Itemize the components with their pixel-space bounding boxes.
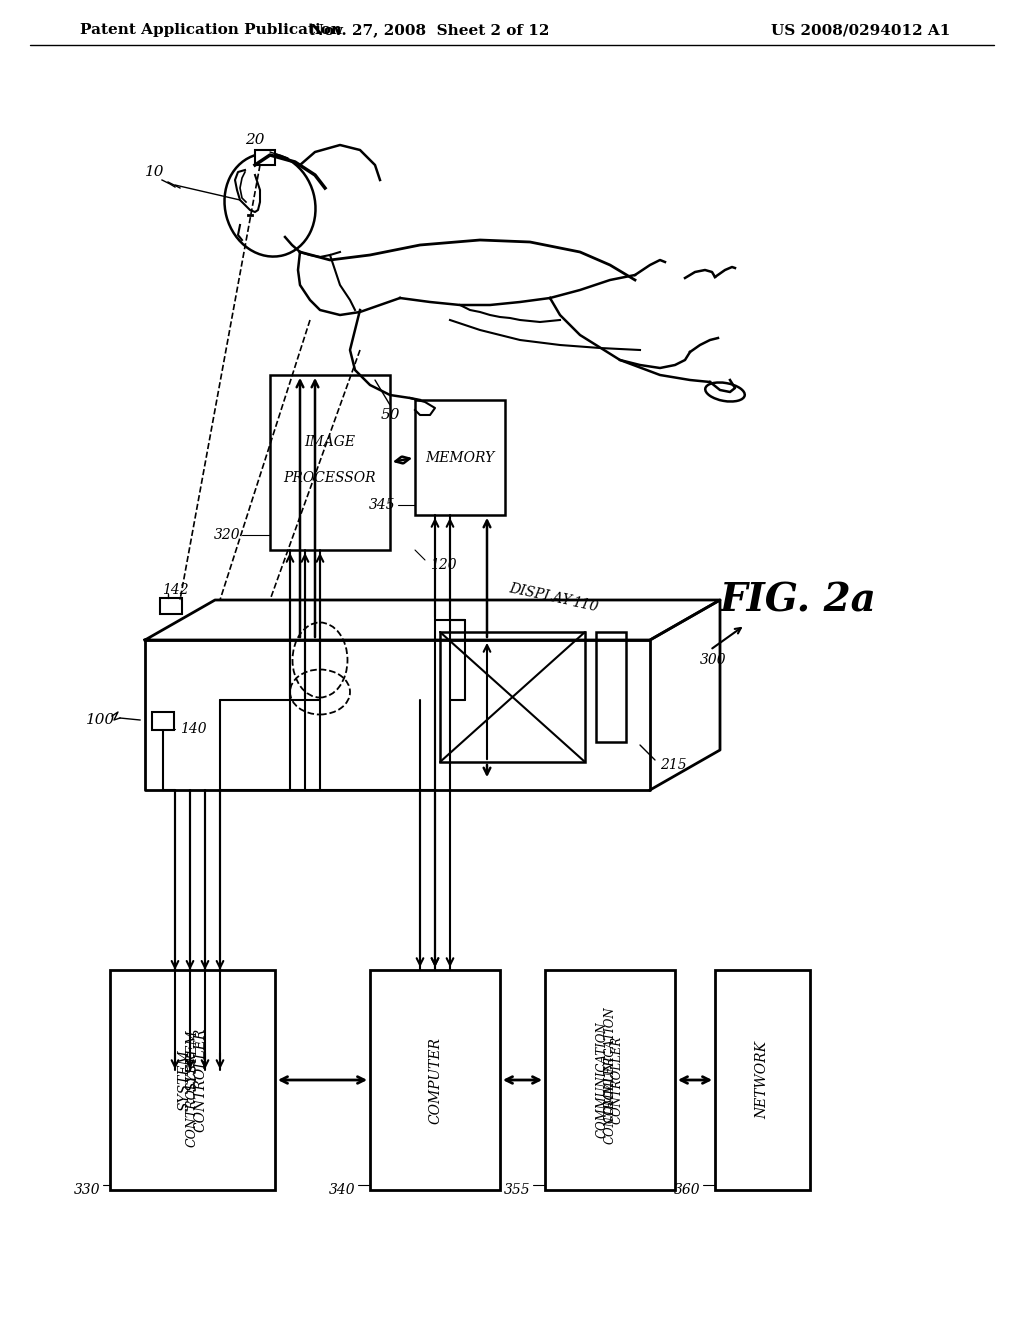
Bar: [370, 970, 500, 1191]
Text: COMMUNICATION: COMMUNICATION: [603, 1007, 616, 1123]
Text: 20: 20: [246, 133, 265, 147]
Bar: [715, 970, 810, 1191]
Bar: [440, 632, 585, 762]
Text: PROCESSOR: PROCESSOR: [284, 470, 376, 484]
Text: Nov. 27, 2008  Sheet 2 of 12: Nov. 27, 2008 Sheet 2 of 12: [310, 22, 550, 37]
Text: DISPLAY: DISPLAY: [508, 582, 572, 609]
Text: 360: 360: [674, 1183, 700, 1197]
Bar: [152, 711, 174, 730]
Bar: [255, 150, 275, 165]
Text: 10: 10: [145, 165, 165, 180]
Text: 50: 50: [380, 408, 399, 422]
Text: 330: 330: [74, 1183, 100, 1197]
Text: 320: 320: [213, 528, 240, 543]
Text: 110: 110: [570, 595, 599, 615]
Text: 340: 340: [329, 1183, 355, 1197]
Text: 142: 142: [162, 583, 188, 597]
Text: IMAGE: IMAGE: [304, 436, 355, 450]
Text: 300: 300: [700, 653, 727, 667]
Text: 355: 355: [504, 1183, 530, 1197]
Text: 140: 140: [180, 722, 207, 737]
Bar: [110, 970, 275, 1191]
Text: 345: 345: [369, 498, 395, 512]
Text: NETWORK: NETWORK: [756, 1041, 769, 1119]
Text: 100: 100: [86, 713, 115, 727]
Text: 120: 120: [430, 558, 457, 572]
Text: COMPUTER: COMPUTER: [428, 1036, 442, 1123]
Text: CONTROLLER: CONTROLLER: [186, 1053, 199, 1147]
Bar: [160, 598, 182, 614]
Text: FIG. 2a: FIG. 2a: [720, 581, 877, 619]
Bar: [545, 970, 675, 1191]
Text: SYSTEM: SYSTEM: [185, 1030, 200, 1090]
Text: SYSTEM
CONTROLLER: SYSTEM CONTROLLER: [177, 1028, 208, 1133]
Text: COMMUNICATION
CONTROLLER: COMMUNICATION CONTROLLER: [596, 1022, 624, 1138]
Text: US 2008/0294012 A1: US 2008/0294012 A1: [771, 22, 950, 37]
Bar: [596, 632, 626, 742]
Bar: [415, 400, 505, 515]
Text: 215: 215: [660, 758, 687, 772]
Bar: [270, 375, 390, 550]
Text: MEMORY: MEMORY: [425, 450, 495, 465]
Text: CONTROLLER: CONTROLLER: [603, 1056, 616, 1144]
Text: Patent Application Publication: Patent Application Publication: [80, 22, 342, 37]
